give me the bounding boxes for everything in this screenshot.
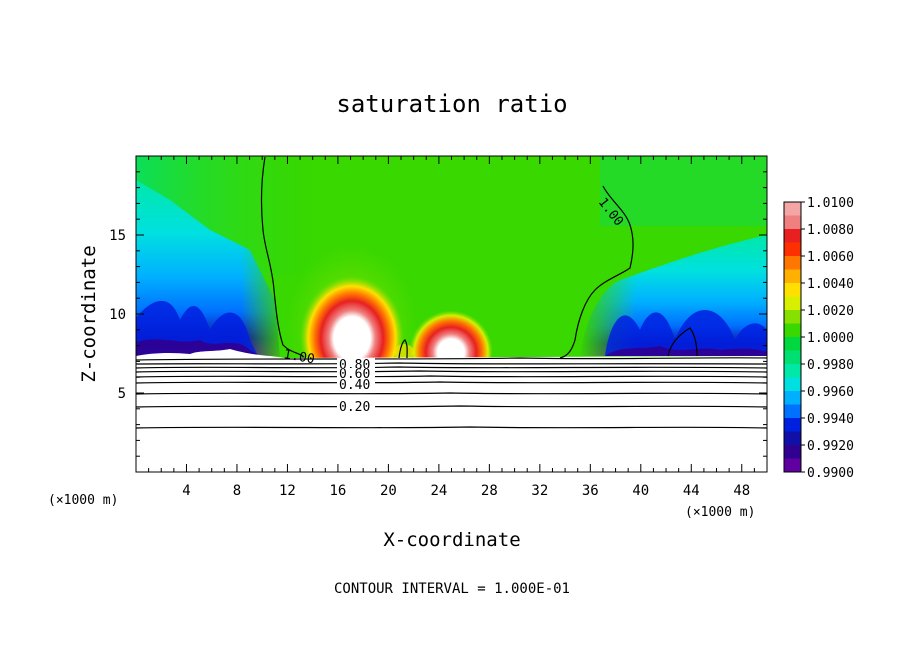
x-tick-label: 16 (329, 483, 346, 499)
colorbar-segment (784, 458, 801, 473)
colorbar-segment (784, 323, 801, 338)
colorbar-label: 1.0060 (807, 250, 854, 265)
lower-layer (136, 349, 767, 472)
x-tick-label: 40 (632, 483, 649, 499)
colorbar-label: 1.0100 (807, 196, 854, 211)
y-tick-label: 15 (109, 228, 126, 244)
colorbar-label: 1.0020 (807, 304, 854, 319)
x-tick-label: 48 (733, 483, 750, 499)
saturation-field (136, 156, 767, 472)
colorbar-segment (784, 269, 801, 284)
colorbar-label: 1.0040 (807, 277, 854, 292)
x-unit-left: (×1000 m) (48, 493, 118, 508)
colorbar-segment (784, 242, 801, 257)
contour-label-020: 0.20 (339, 400, 370, 415)
contour-1-spike (398, 339, 408, 359)
colorbar-label: 0.9940 (807, 412, 854, 427)
colorbar-label: 1.0000 (807, 331, 854, 346)
axis-ticks (136, 156, 767, 472)
x-axis-label: X-coordinate (383, 529, 520, 551)
x-tick-label: 4 (182, 483, 190, 499)
colorbar-label: 0.9900 (807, 466, 854, 481)
colorbar-label: 0.9960 (807, 385, 854, 400)
x-tick-label: 28 (481, 483, 498, 499)
x-tick-label: 8 (233, 483, 241, 499)
y-axis-label: Z-coordinate (78, 245, 100, 382)
y-tick-labels: 5 10 15 (109, 228, 126, 402)
colorbar-segment (784, 431, 801, 446)
x-tick-label: 12 (279, 483, 296, 499)
contour-1-right (559, 185, 634, 359)
colorbar-label: 0.9980 (807, 358, 854, 373)
chart-title: saturation ratio (336, 90, 567, 118)
colorbar-segment (784, 404, 801, 419)
colorbar-segment (784, 391, 801, 405)
colorbar-segment (784, 445, 801, 459)
x-tick-label: 44 (683, 483, 700, 499)
colorbar-segment (784, 350, 801, 365)
y-tick-label: 5 (118, 386, 126, 402)
colorbar-segment (784, 310, 801, 324)
x-tick-label: 24 (430, 483, 447, 499)
colorbar-segment (784, 229, 801, 243)
colorbar-segment (784, 337, 801, 351)
colorbar-segment (784, 283, 801, 297)
x-tick-label: 32 (531, 483, 548, 499)
y-tick-label: 10 (109, 307, 126, 323)
x-tick-labels: 4 8 12 16 20 24 28 32 36 40 44 48 (182, 483, 750, 499)
x-unit-right: (×1000 m) (685, 505, 755, 520)
colorbar-segment (784, 215, 801, 230)
colorbar-label: 1.0080 (807, 223, 854, 238)
contour-interval-note: CONTOUR INTERVAL = 1.000E-01 (334, 581, 570, 597)
x-tick-label: 36 (582, 483, 599, 499)
colorbar-segment (784, 418, 801, 432)
colorbar-segment (784, 296, 801, 311)
colorbar-segment (784, 377, 801, 392)
colorbar-label: 0.9920 (807, 439, 854, 454)
colorbar-segment (784, 364, 801, 378)
colorbar-labels: 1.0100 1.0080 1.0060 1.0040 1.0020 1.0000 0.99… (807, 196, 854, 481)
contour-1-left (260, 156, 304, 357)
colorbar-segment (784, 256, 801, 270)
contour-label-left: 1.00 (282, 347, 315, 367)
colorbar (783, 201, 805, 473)
contour-lines (136, 156, 767, 429)
colorbar-segment (784, 202, 801, 216)
x-tick-label: 20 (380, 483, 397, 499)
contour-1-small (667, 327, 698, 357)
contour-label-040: 0.40 (339, 378, 370, 393)
